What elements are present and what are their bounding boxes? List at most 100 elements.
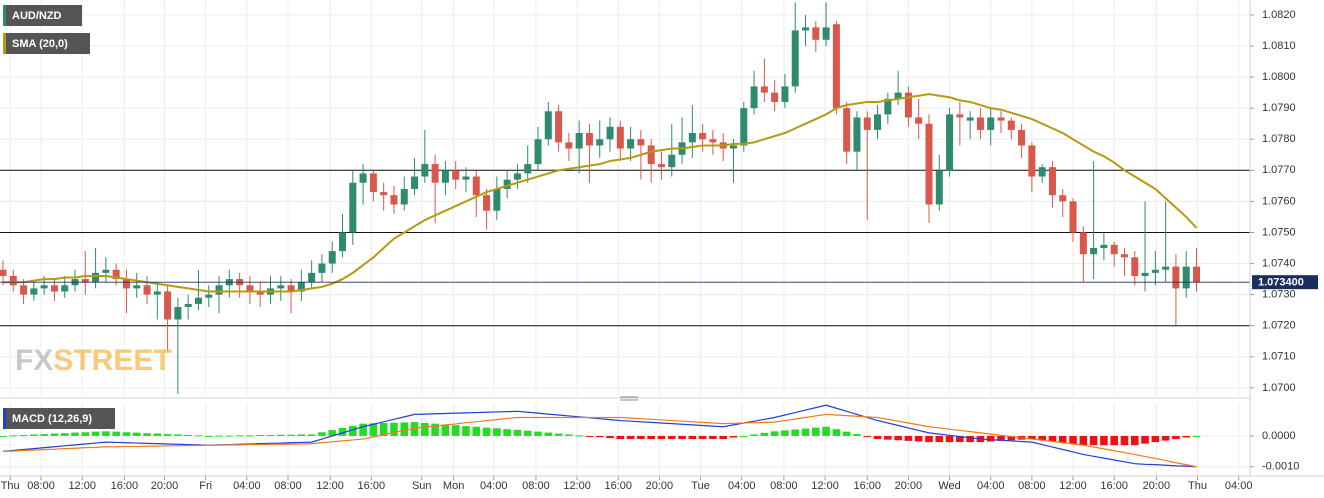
histogram-bar bbox=[369, 423, 378, 436]
candle-body bbox=[205, 294, 213, 298]
candle-body bbox=[61, 285, 69, 292]
candle-body bbox=[143, 285, 151, 295]
candle-body bbox=[349, 182, 357, 233]
legend-macd[interactable]: MACD (12,26,9) bbox=[3, 408, 115, 429]
histogram-bar bbox=[287, 434, 295, 436]
histogram-bar bbox=[91, 431, 100, 436]
x-tick-label: Tue bbox=[691, 480, 710, 492]
x-tick-label: Wed bbox=[938, 480, 960, 492]
candle-body bbox=[1182, 266, 1190, 289]
watermark-fx: FX bbox=[15, 344, 53, 377]
candle-body bbox=[1141, 272, 1149, 276]
histogram-bar bbox=[1007, 435, 1016, 441]
candle-body bbox=[946, 114, 954, 171]
histogram-bar bbox=[832, 429, 841, 436]
histogram-bar bbox=[1058, 435, 1067, 443]
candle-body bbox=[760, 86, 768, 93]
histogram-bar bbox=[966, 435, 974, 443]
x-tick-label: 20:00 bbox=[1143, 480, 1171, 492]
histogram-bar bbox=[1028, 435, 1036, 440]
histogram-bar bbox=[626, 435, 635, 440]
legend-symbol[interactable]: AUD/NZD bbox=[3, 5, 82, 26]
histogram-bar bbox=[709, 435, 717, 440]
histogram-bar bbox=[1130, 435, 1139, 446]
histogram-bar bbox=[801, 428, 810, 436]
candle-body bbox=[822, 27, 830, 40]
candle-body bbox=[627, 139, 635, 149]
histogram-bar bbox=[647, 435, 655, 440]
histogram-bar bbox=[1172, 435, 1180, 440]
histogram-bar bbox=[431, 423, 439, 436]
histogram-bar bbox=[338, 427, 347, 436]
histogram-bar bbox=[472, 426, 481, 436]
histogram-bar bbox=[71, 432, 79, 436]
candle-body bbox=[1090, 248, 1098, 255]
candle-body bbox=[843, 108, 851, 152]
watermark-street: STREET bbox=[53, 344, 171, 377]
x-tick-label: Thu bbox=[1, 480, 20, 492]
y-tick-label: 1.0770 bbox=[1262, 164, 1296, 176]
x-tick-label: 12:00 bbox=[811, 480, 839, 492]
x-tick-label: 12:00 bbox=[316, 480, 344, 492]
histogram-bar bbox=[956, 435, 964, 443]
candle-body bbox=[483, 195, 491, 211]
histogram-bar bbox=[349, 425, 357, 436]
candle-body bbox=[565, 142, 573, 149]
histogram-bar bbox=[894, 435, 902, 441]
histogram-bar bbox=[791, 429, 800, 436]
candle-body bbox=[194, 297, 202, 304]
legend-sma[interactable]: SMA (20,0) bbox=[3, 33, 90, 54]
candle-body bbox=[441, 170, 449, 183]
candle-body bbox=[1018, 129, 1026, 146]
candle-body bbox=[1120, 254, 1128, 258]
candle-body bbox=[81, 279, 89, 283]
histogram-bar bbox=[904, 435, 913, 441]
candle-body bbox=[256, 291, 264, 295]
histogram-bar bbox=[770, 431, 779, 436]
histogram-bar bbox=[1038, 435, 1046, 441]
x-tick-label: 20:00 bbox=[646, 480, 674, 492]
histogram-bar bbox=[873, 435, 882, 440]
x-tick-label: 12:00 bbox=[1059, 480, 1087, 492]
histogram-bar bbox=[513, 429, 522, 436]
histogram-bar bbox=[729, 435, 738, 438]
legend-label: SMA (20,0) bbox=[12, 38, 68, 50]
histogram-bar bbox=[1120, 435, 1129, 446]
legend-swatch bbox=[3, 33, 6, 54]
candle-body bbox=[421, 164, 429, 177]
macd-line bbox=[2, 413, 1197, 468]
histogram-bar bbox=[50, 433, 59, 436]
candle-body bbox=[133, 285, 141, 289]
candle-body bbox=[802, 27, 810, 31]
candle-body bbox=[987, 117, 995, 130]
candle-body bbox=[297, 282, 305, 292]
histogram-bar bbox=[688, 435, 697, 440]
candle-body bbox=[174, 307, 182, 320]
histogram-bar bbox=[523, 430, 532, 436]
histogram-bar bbox=[102, 431, 110, 436]
histogram-bar bbox=[667, 435, 676, 440]
candle-body bbox=[380, 192, 388, 196]
x-tick-label: 16:00 bbox=[604, 480, 632, 492]
candle-body bbox=[369, 173, 377, 193]
histogram-bar bbox=[637, 435, 645, 440]
y-tick-label: 1.0820 bbox=[1262, 9, 1296, 21]
candle-body bbox=[40, 285, 48, 289]
histogram-bar bbox=[544, 432, 553, 436]
histogram-bar bbox=[30, 434, 38, 436]
last-price-label: 1.073400 bbox=[1258, 277, 1304, 289]
histogram-bar bbox=[1069, 435, 1077, 444]
candle-body bbox=[904, 92, 912, 118]
candle-body bbox=[1038, 167, 1046, 177]
candle-body bbox=[616, 126, 624, 149]
y-tick-label: -0.0010 bbox=[1262, 461, 1299, 473]
last-price-badge bbox=[1252, 275, 1318, 290]
candle-body bbox=[431, 164, 439, 183]
candle-body bbox=[1192, 266, 1200, 283]
candle-body bbox=[853, 117, 861, 152]
histogram-bar bbox=[781, 430, 789, 436]
x-tick-label: 16:00 bbox=[358, 480, 386, 492]
histogram-bar bbox=[657, 435, 666, 440]
candle-body bbox=[555, 111, 563, 143]
histogram-bar bbox=[863, 435, 872, 437]
